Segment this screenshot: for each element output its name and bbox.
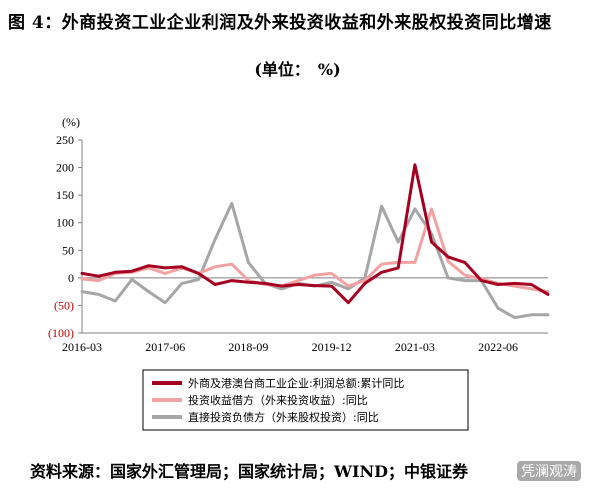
x-tick-label: 2016-03 bbox=[62, 340, 102, 354]
y-tick-label: 100 bbox=[56, 216, 74, 230]
axes bbox=[78, 139, 548, 334]
x-tick-label: 2019-12 bbox=[312, 340, 352, 354]
legend: 外商及港澳台商工业企业:利润总额:累计同比投资收益借方（外来投资收益）:同比直接… bbox=[142, 369, 469, 431]
x-tick-label: 2022-06 bbox=[478, 340, 518, 354]
legend-label-3: 直接投资负债方（外来股权投资）:同比 bbox=[188, 410, 379, 424]
x-tick-labels: 2016-03 2017-06 2018-09 2019-12 2021-03 2022-… bbox=[62, 340, 518, 354]
unit-label: (单位： %) bbox=[254, 60, 341, 79]
y-tick-label: 150 bbox=[56, 188, 74, 202]
series-line-1 bbox=[80, 163, 550, 305]
y-tick-label: 250 bbox=[56, 133, 74, 147]
y-tick-label: 0 bbox=[68, 271, 74, 285]
legend-label-2: 投资收益借方（外来投资收益）:同比 bbox=[188, 393, 368, 407]
x-tick-label: 2018-09 bbox=[228, 340, 268, 354]
x-tick-label: 2017-06 bbox=[145, 340, 185, 354]
y-tick-label: (50) bbox=[54, 298, 74, 312]
watermark: 凭澜观涛 bbox=[517, 461, 581, 481]
figure-title: 图 4：外商投资工业企业利润及外来投资收益和外来股权投资同比增速 bbox=[8, 13, 552, 33]
y-tick-label: 50 bbox=[62, 243, 74, 257]
series-line-2 bbox=[80, 207, 550, 294]
y-tick-labels: (100) (50) 0 50 100 150 200 250 bbox=[48, 133, 74, 340]
y-axis-label: (%) bbox=[62, 115, 80, 129]
y-tick-label: (100) bbox=[48, 326, 74, 340]
source-note: 资料来源：国家外汇管理局；国家统计局；WIND；中银证券 bbox=[30, 462, 468, 481]
series-line-3 bbox=[80, 201, 550, 320]
series-lines bbox=[80, 163, 550, 320]
y-tick-label: 200 bbox=[56, 161, 74, 175]
x-tick-label: 2021-03 bbox=[395, 340, 435, 354]
legend-box bbox=[142, 369, 469, 431]
legend-label-1: 外商及港澳台商工业企业:利润总额:累计同比 bbox=[188, 376, 404, 390]
